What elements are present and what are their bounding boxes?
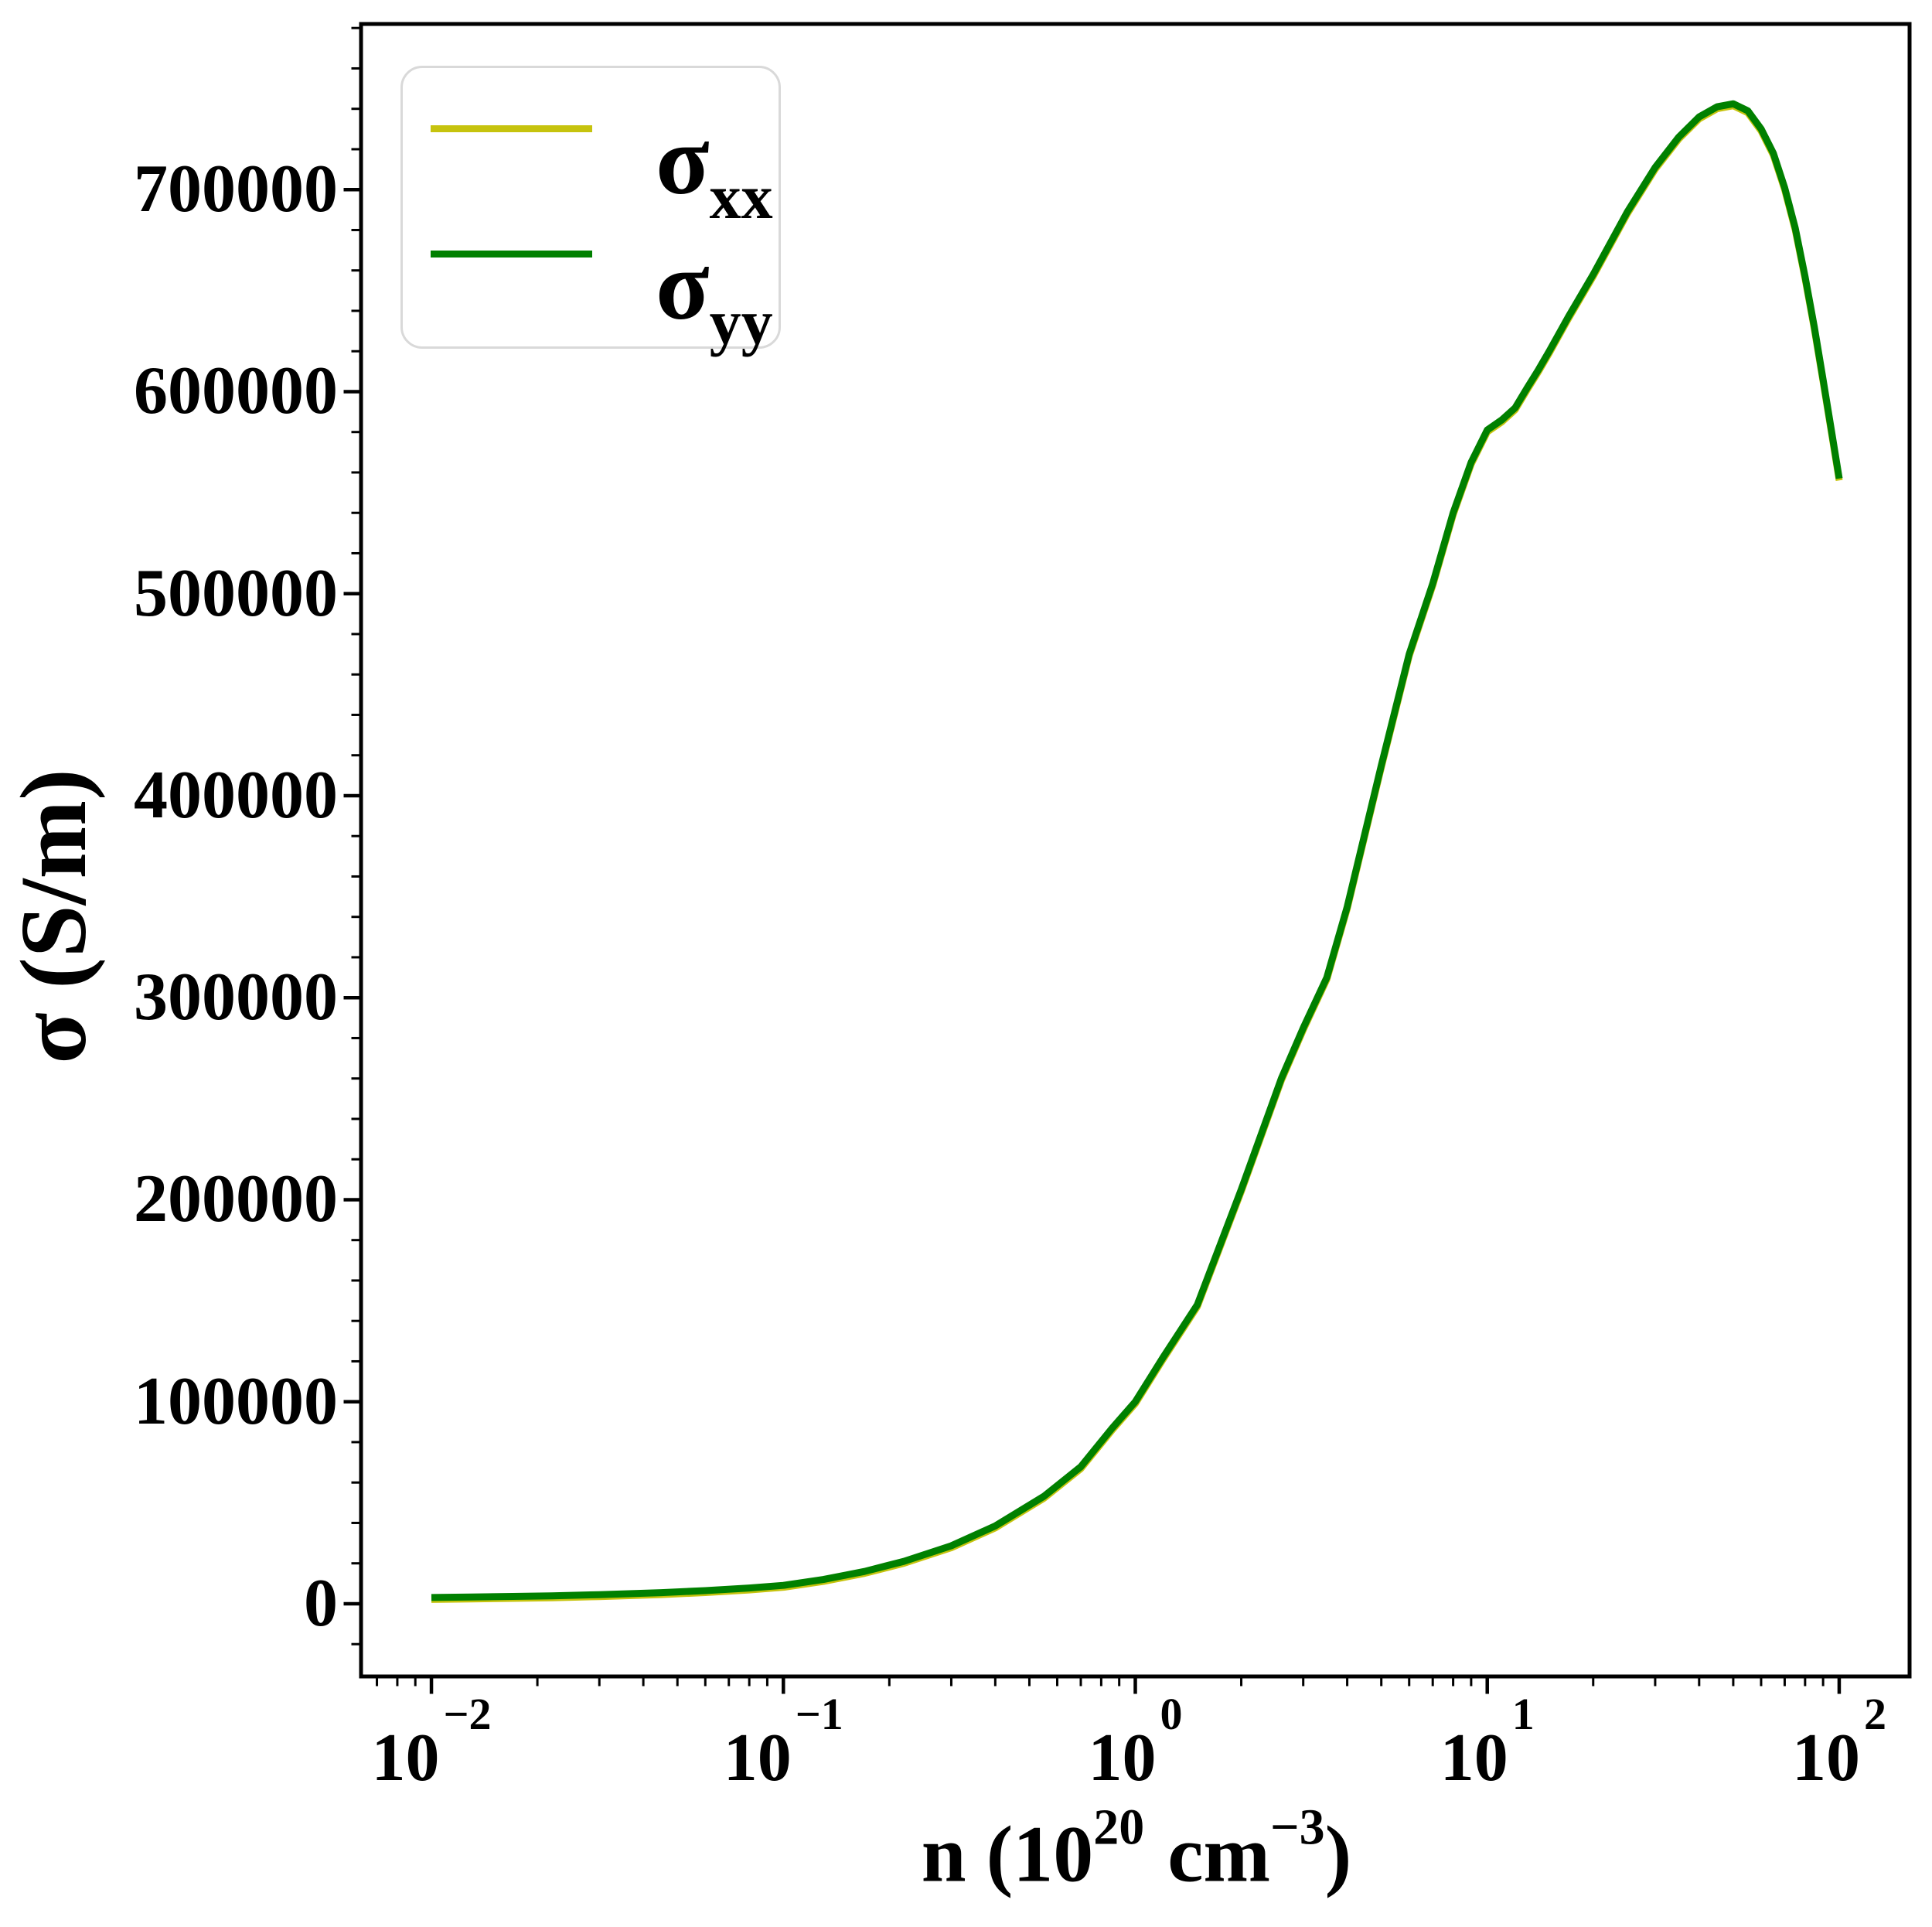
legend-line-sigma-yy (431, 251, 592, 258)
x-label-unit: cm (1167, 1809, 1271, 1899)
y-tick-label-0: 0 (304, 1565, 338, 1641)
x-tick-base: 10 (723, 1721, 792, 1796)
y-tick-label-200000: 200000 (134, 1161, 338, 1237)
sigma-xx-subscript: xx (709, 162, 773, 232)
x-tick-base: 10 (1088, 1721, 1157, 1796)
legend: σxx σyy (400, 66, 781, 354)
legend-label-sigma-yy: σyy (656, 236, 773, 354)
x-tick-label-10e2: 10 2 (1792, 1692, 1886, 1792)
x-tick-base: 10 (371, 1721, 440, 1796)
y-tick-label-400000: 400000 (134, 757, 338, 833)
y-tick-label-500000: 500000 (134, 555, 338, 631)
x-tick-base: 10 (1791, 1721, 1860, 1796)
sigma-yy-symbol: σ (656, 230, 710, 340)
y-tick-label-100000: 100000 (134, 1363, 338, 1439)
x-tick-exponent: 0 (1160, 1689, 1183, 1739)
y-tick-label-700000: 700000 (134, 152, 338, 227)
legend-line-sigma-xx (431, 125, 592, 132)
x-label-exponent-minus3: −3 (1270, 1799, 1325, 1856)
y-tick-label-600000: 600000 (134, 353, 338, 429)
x-tick-label-10e1: 10 1 (1440, 1692, 1535, 1792)
y-tick-label-300000: 300000 (134, 960, 338, 1035)
x-tick-exponent: −1 (795, 1689, 843, 1739)
legend-label-sigma-xx: σxx (656, 111, 773, 229)
x-label-prefix: n (10 (921, 1809, 1094, 1899)
x-label-suffix: ) (1324, 1809, 1352, 1899)
x-tick-label-10e−2: 10 −2 (372, 1692, 492, 1792)
x-tick-exponent: −2 (443, 1689, 492, 1739)
axes-spines (359, 22, 1912, 1679)
x-tick-exponent: 2 (1863, 1689, 1886, 1739)
x-tick-label-10e−1: 10 −1 (724, 1692, 843, 1792)
x-tick-label-10e0: 10 0 (1089, 1692, 1183, 1792)
x-axis-label: n (1020 cm−3) (921, 1799, 1352, 1901)
x-tick-base: 10 (1440, 1721, 1508, 1796)
sigma-yy-subscript: yy (709, 287, 773, 357)
curve-sigma-yy (431, 100, 1843, 1601)
sigma-xx-symbol: σ (656, 105, 710, 215)
x-label-exponent-20: 20 (1093, 1799, 1145, 1856)
y-axis-label: σ (S/m) (2, 769, 106, 1064)
x-tick-exponent: 1 (1511, 1689, 1535, 1739)
